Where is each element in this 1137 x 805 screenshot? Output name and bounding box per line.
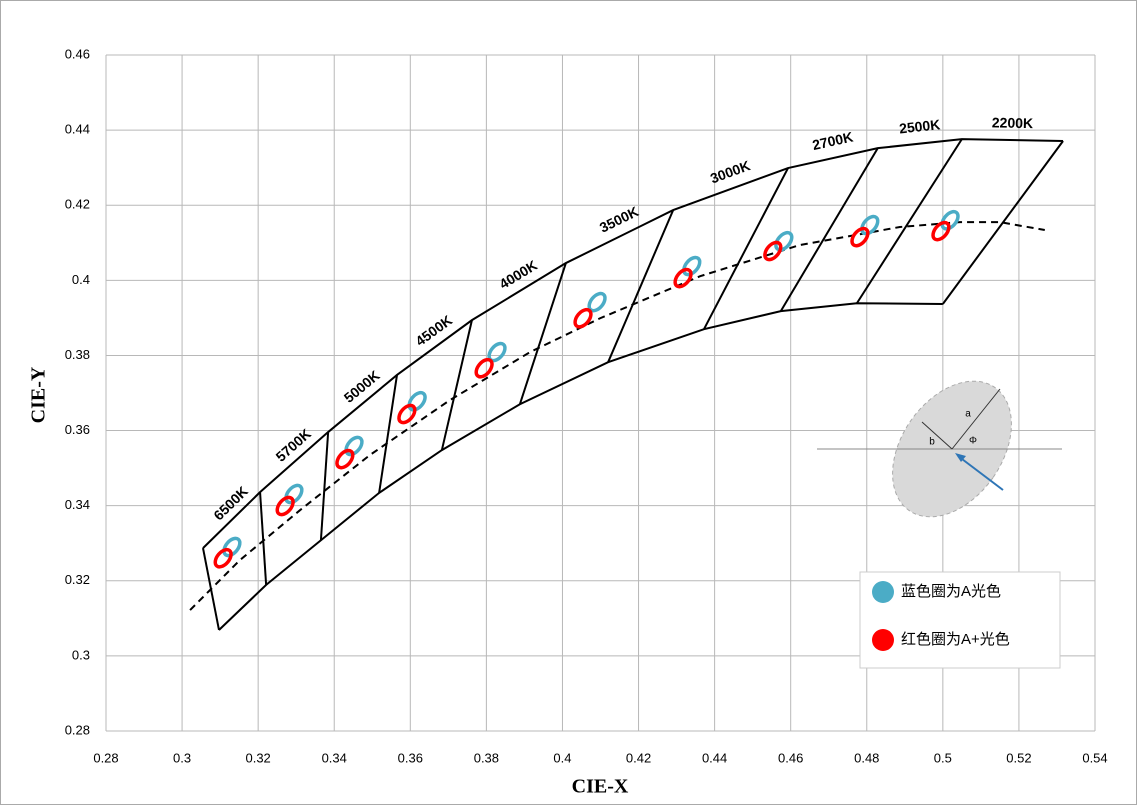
color-ellipse xyxy=(682,255,702,277)
isotherm xyxy=(518,262,567,405)
color-ellipse xyxy=(940,209,960,231)
ellipse-diagram: a b Φ xyxy=(817,380,1062,518)
x-tick-label: 0.46 xyxy=(778,750,803,765)
y-tick-label: 0.32 xyxy=(65,572,90,587)
inset-label: Φ xyxy=(969,436,977,447)
isotherm xyxy=(703,167,789,330)
color-ellipse xyxy=(335,448,355,470)
x-tick-label: 0.54 xyxy=(1082,750,1107,765)
color-ellipse xyxy=(213,547,233,569)
inset-label: a xyxy=(965,409,971,420)
cct-label: 2200K xyxy=(992,114,1034,131)
isotherm xyxy=(440,319,473,451)
legend-swatch xyxy=(872,629,894,651)
isotherm xyxy=(607,209,675,363)
y-tick-label: 0.44 xyxy=(65,122,90,137)
color-ellipse xyxy=(222,536,242,558)
y-tick-label: 0.42 xyxy=(65,197,90,212)
x-tick-label: 0.3 xyxy=(173,750,191,765)
inset-arrow xyxy=(957,455,1004,491)
legend-label: 红色圈为A+光色 xyxy=(901,631,1010,648)
inset-arrowhead xyxy=(955,453,966,462)
color-ellipse xyxy=(344,435,364,457)
inset-label: b xyxy=(929,437,935,448)
x-tick-label: 0.36 xyxy=(398,750,423,765)
y-tick-label: 0.34 xyxy=(65,497,90,512)
x-tick-label: 0.48 xyxy=(854,750,879,765)
color-ellipse xyxy=(931,220,951,242)
color-ellipse xyxy=(474,357,494,379)
color-ellipse xyxy=(275,495,295,517)
legend-label: 蓝色圈为A光色 xyxy=(901,583,1001,600)
isotherm xyxy=(378,374,398,494)
x-tick-label: 0.5 xyxy=(934,750,952,765)
color-ellipse xyxy=(284,483,304,505)
x-axis-label: CIE-X xyxy=(572,776,629,798)
y-axis-label: CIE-Y xyxy=(28,366,50,423)
y-tick-label: 0.36 xyxy=(65,422,90,437)
isotherm xyxy=(856,138,963,304)
x-tick-label: 0.42 xyxy=(626,750,651,765)
isotherm xyxy=(942,140,1064,305)
legend xyxy=(859,571,1061,669)
planckian-locus xyxy=(189,221,1045,611)
color-ellipse xyxy=(774,230,794,252)
color-ellipse xyxy=(573,307,593,329)
y-tick-label: 0.28 xyxy=(65,722,90,737)
color-ellipse xyxy=(763,240,783,262)
color-ellipse xyxy=(673,267,693,289)
y-tick-label: 0.4 xyxy=(72,272,90,287)
x-tick-label: 0.34 xyxy=(322,750,347,765)
x-tick-label: 0.4 xyxy=(553,750,571,765)
cct-label: 2500K xyxy=(898,116,941,136)
color-ellipse xyxy=(860,214,880,236)
color-ellipse xyxy=(850,226,870,248)
isotherm xyxy=(319,431,330,541)
x-tick-label: 0.28 xyxy=(93,750,118,765)
x-tick-label: 0.52 xyxy=(1006,750,1031,765)
color-ellipse xyxy=(397,403,417,425)
y-tick-label: 0.38 xyxy=(65,347,90,362)
inset-b xyxy=(921,421,953,450)
x-tick-label: 0.44 xyxy=(702,750,727,765)
inset-a xyxy=(951,388,1001,450)
x-tick-label: 0.32 xyxy=(245,750,270,765)
x-tick-label: 0.38 xyxy=(474,750,499,765)
color-ellipse xyxy=(407,390,427,412)
y-tick-label: 0.3 xyxy=(72,647,90,662)
isotherm xyxy=(259,492,268,585)
isotherm xyxy=(779,147,879,312)
legend-swatch xyxy=(872,581,894,603)
legend-box xyxy=(859,571,1061,669)
y-tick-label: 0.46 xyxy=(65,46,90,61)
